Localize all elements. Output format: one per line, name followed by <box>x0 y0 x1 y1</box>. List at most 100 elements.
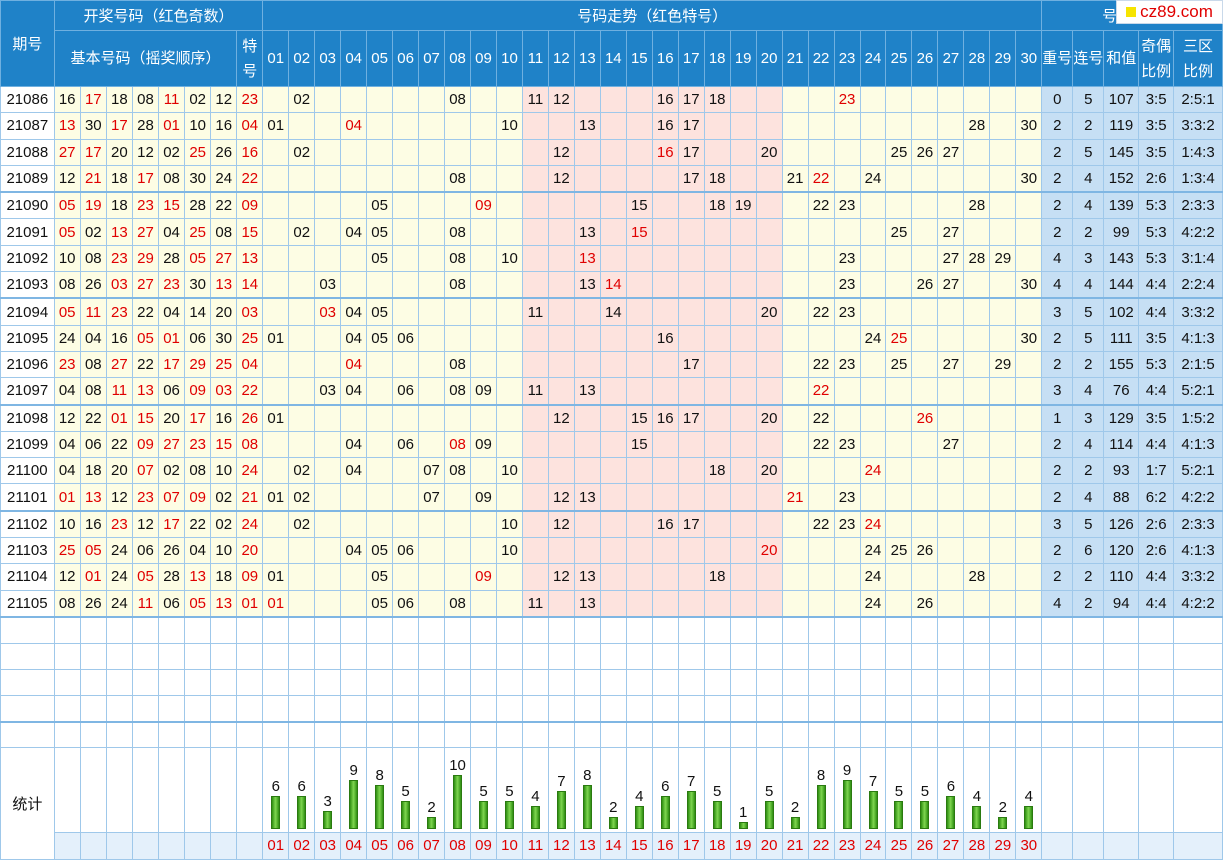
trend-cell: 14 <box>599 297 627 326</box>
trend-cell <box>262 218 290 246</box>
blank-cell <box>288 694 316 723</box>
trend-cell: 05 <box>366 191 394 220</box>
number-label-cell: 18 <box>703 831 731 860</box>
blank-cell <box>781 721 809 748</box>
analysis-cell: 2:6 <box>1138 164 1175 194</box>
trend-cell <box>366 112 394 140</box>
blank-cell <box>340 694 368 723</box>
trend-cell: 23 <box>833 85 861 114</box>
trend-cell <box>729 271 757 300</box>
analysis-cell: 1:4:3 <box>1173 138 1223 166</box>
special-number-cell: 01 <box>236 589 264 618</box>
trend-cell <box>340 404 368 432</box>
trend-cell: 08 <box>444 457 472 485</box>
analysis-cell: 5:3 <box>1138 218 1175 246</box>
analysis-cell: 3:5 <box>1138 404 1175 432</box>
trend-cell <box>444 537 472 565</box>
blank-cell <box>0 616 55 644</box>
analysis-cell: 4:4 <box>1138 271 1175 300</box>
trend-cell <box>288 164 316 194</box>
site-logo[interactable]: cz89.com <box>1116 0 1223 24</box>
period-cell: 21092 <box>0 244 55 273</box>
stats-bar <box>738 821 748 829</box>
trend-cell <box>911 297 939 326</box>
basic-number-cell: 14 <box>184 297 212 326</box>
trend-cell <box>1015 483 1043 512</box>
trend-cell <box>885 191 913 220</box>
blank-cell <box>444 642 472 670</box>
trend-cell <box>859 138 887 166</box>
trend-cell <box>677 430 705 459</box>
special-number-cell: 25 <box>236 324 264 352</box>
stats-bar-wrap: 5 <box>887 748 911 829</box>
trend-cell <box>1015 563 1043 591</box>
trend-cell <box>989 563 1017 591</box>
blank-cell <box>1015 616 1043 644</box>
basic-number-cell: 17 <box>79 85 107 114</box>
trend-cell: 02 <box>288 510 316 539</box>
blank-cell <box>1072 721 1105 748</box>
analysis-cell: 3 <box>1041 510 1074 539</box>
trend-cell <box>833 589 861 618</box>
trend-cell <box>1015 191 1043 220</box>
stats-bar-cell: 4 <box>521 746 549 833</box>
analysis-cell: 139 <box>1103 191 1140 220</box>
trend-cell <box>989 510 1017 539</box>
blank-cell <box>781 616 809 644</box>
trend-cell <box>392 164 420 194</box>
basic-number-cell: 24 <box>105 563 133 591</box>
blank-cell <box>1072 694 1105 723</box>
stats-empty-cell <box>131 746 160 833</box>
trend-cell <box>521 483 549 512</box>
trend-cell <box>418 218 446 246</box>
trend-cell <box>470 85 497 114</box>
blank-cell <box>236 694 264 723</box>
stats-bar-wrap: 6 <box>264 748 288 829</box>
trend-cell: 12 <box>547 164 575 194</box>
analysis-col-header: 连号 <box>1072 30 1105 87</box>
trend-cell <box>755 510 783 539</box>
analysis-cell: 4 <box>1041 244 1074 273</box>
trend-cell <box>911 377 939 406</box>
trend-cell <box>262 244 290 273</box>
blank-cell <box>885 616 913 644</box>
blank-cell <box>0 642 55 670</box>
basic-number-cell: 04 <box>158 218 186 246</box>
trend-cell: 05 <box>366 297 394 326</box>
trend-cell: 04 <box>340 350 368 379</box>
trend-cell: 04 <box>340 377 368 406</box>
special-number-cell: 14 <box>236 271 264 300</box>
trend-cell <box>651 164 679 194</box>
trend-cell: 01 <box>262 589 290 618</box>
table-row: 21105 08 26 24 11 06 05 13 01 01 05 06 08 11 13 24 26 4 2 9… <box>0 589 1223 618</box>
trend-cell <box>729 324 757 352</box>
blank-cell <box>79 616 107 644</box>
trend-cell <box>885 563 913 591</box>
blank-cell <box>184 616 212 644</box>
trend-cell <box>521 164 549 194</box>
trend-cell: 18 <box>703 164 731 194</box>
trend-cell <box>651 191 679 220</box>
trend-cell: 17 <box>677 112 705 140</box>
trend-cell <box>911 218 939 246</box>
stats-bar <box>790 816 800 829</box>
trend-cell <box>807 457 835 485</box>
blank-cell <box>677 668 705 696</box>
blank-cell <box>599 616 627 644</box>
number-label-cell: 10 <box>495 831 523 860</box>
stats-bar-value: 5 <box>920 782 930 800</box>
trend-cell <box>470 324 497 352</box>
blank-cell <box>340 668 368 696</box>
basic-number-cell: 25 <box>184 218 212 246</box>
trend-cell <box>963 483 991 512</box>
stats-bar <box>556 790 566 829</box>
analysis-cell: 2 <box>1041 537 1074 565</box>
analysis-cell: 5 <box>1072 138 1105 166</box>
trend-cell <box>963 430 991 459</box>
trend-cell: 26 <box>911 537 939 565</box>
trend-cell <box>755 430 783 459</box>
trend-cell <box>314 218 342 246</box>
trend-cell <box>470 112 497 140</box>
trend-cell <box>573 297 601 326</box>
trend-cell: 30 <box>1015 324 1043 352</box>
